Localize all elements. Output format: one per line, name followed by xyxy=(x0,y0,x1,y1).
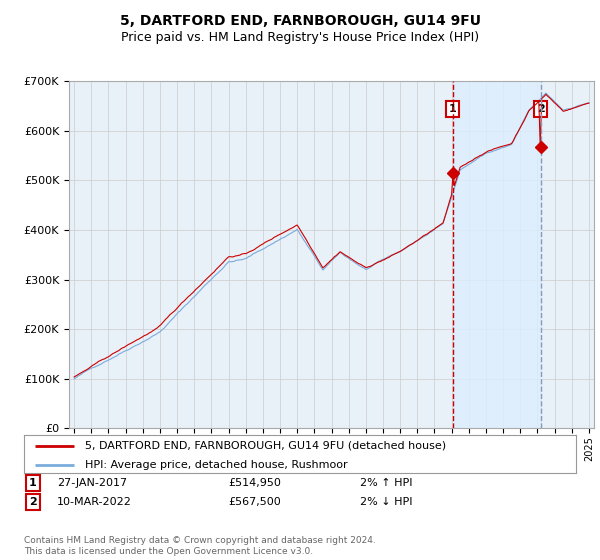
Text: 27-JAN-2017: 27-JAN-2017 xyxy=(57,478,127,488)
Bar xyxy=(453,81,541,428)
Text: 1: 1 xyxy=(29,478,37,488)
Text: 2% ↑ HPI: 2% ↑ HPI xyxy=(360,478,413,488)
Text: 5, DARTFORD END, FARNBOROUGH, GU14 9FU: 5, DARTFORD END, FARNBOROUGH, GU14 9FU xyxy=(119,14,481,28)
Text: Price paid vs. HM Land Registry's House Price Index (HPI): Price paid vs. HM Land Registry's House … xyxy=(121,31,479,44)
Text: 2% ↓ HPI: 2% ↓ HPI xyxy=(360,497,413,507)
Text: £567,500: £567,500 xyxy=(228,497,281,507)
Text: Contains HM Land Registry data © Crown copyright and database right 2024.
This d: Contains HM Land Registry data © Crown c… xyxy=(24,536,376,556)
Text: 1: 1 xyxy=(449,104,457,114)
Text: 2: 2 xyxy=(29,497,37,507)
Text: HPI: Average price, detached house, Rushmoor: HPI: Average price, detached house, Rush… xyxy=(85,460,347,470)
Text: 2: 2 xyxy=(537,104,545,114)
Text: 5, DARTFORD END, FARNBOROUGH, GU14 9FU (detached house): 5, DARTFORD END, FARNBOROUGH, GU14 9FU (… xyxy=(85,441,446,451)
Text: £514,950: £514,950 xyxy=(228,478,281,488)
Text: 10-MAR-2022: 10-MAR-2022 xyxy=(57,497,132,507)
